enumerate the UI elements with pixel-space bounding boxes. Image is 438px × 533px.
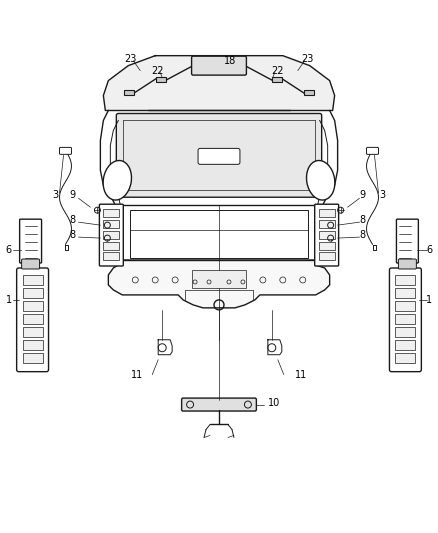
FancyBboxPatch shape — [60, 148, 71, 155]
Polygon shape — [268, 340, 282, 355]
Text: 11: 11 — [131, 370, 143, 379]
Polygon shape — [103, 55, 335, 110]
Bar — [396, 353, 415, 362]
Bar — [103, 220, 119, 228]
Text: 22: 22 — [151, 66, 163, 76]
Bar — [23, 288, 42, 298]
Bar — [23, 327, 42, 337]
FancyBboxPatch shape — [198, 148, 240, 164]
Bar — [396, 301, 415, 311]
Bar — [103, 209, 119, 217]
Text: 6: 6 — [6, 245, 12, 255]
Bar — [396, 275, 415, 285]
FancyBboxPatch shape — [130, 210, 308, 258]
Text: 1: 1 — [6, 295, 12, 305]
Text: 6: 6 — [426, 245, 432, 255]
FancyBboxPatch shape — [389, 268, 421, 372]
Polygon shape — [158, 340, 172, 355]
Bar — [103, 252, 119, 260]
Text: 8: 8 — [360, 230, 366, 240]
Bar — [396, 314, 415, 324]
Text: 3: 3 — [379, 190, 385, 200]
Bar — [396, 288, 415, 298]
FancyBboxPatch shape — [20, 219, 42, 263]
Polygon shape — [108, 260, 330, 308]
Text: 8: 8 — [69, 215, 75, 225]
FancyBboxPatch shape — [272, 77, 282, 82]
Text: 18: 18 — [224, 55, 236, 66]
FancyBboxPatch shape — [304, 90, 314, 94]
FancyBboxPatch shape — [21, 259, 39, 269]
Bar — [319, 242, 335, 250]
Ellipse shape — [307, 160, 335, 200]
Bar — [103, 231, 119, 239]
Bar — [319, 220, 335, 228]
Text: 9: 9 — [69, 190, 75, 200]
Text: 8: 8 — [69, 230, 75, 240]
Bar — [319, 231, 335, 239]
Text: 8: 8 — [360, 215, 366, 225]
Text: 23: 23 — [301, 54, 314, 63]
Text: 3: 3 — [53, 190, 59, 200]
Bar — [396, 340, 415, 350]
FancyBboxPatch shape — [396, 219, 418, 263]
Bar — [319, 209, 335, 217]
FancyBboxPatch shape — [182, 398, 256, 411]
Text: 22: 22 — [272, 66, 284, 76]
Text: 1: 1 — [426, 295, 432, 305]
FancyBboxPatch shape — [117, 114, 321, 197]
Text: 23: 23 — [124, 54, 137, 63]
Text: 11: 11 — [295, 370, 307, 379]
FancyBboxPatch shape — [17, 268, 49, 372]
FancyBboxPatch shape — [191, 56, 247, 75]
Text: 10: 10 — [268, 398, 280, 408]
FancyBboxPatch shape — [399, 259, 417, 269]
FancyBboxPatch shape — [124, 90, 134, 94]
Bar — [103, 242, 119, 250]
Bar — [396, 327, 415, 337]
FancyBboxPatch shape — [156, 77, 166, 82]
Ellipse shape — [103, 160, 131, 200]
Text: 9: 9 — [360, 190, 366, 200]
Bar — [192, 270, 246, 288]
Bar — [23, 353, 42, 362]
Bar — [23, 275, 42, 285]
FancyBboxPatch shape — [99, 204, 124, 266]
FancyBboxPatch shape — [314, 204, 339, 266]
Bar — [23, 301, 42, 311]
Bar — [23, 314, 42, 324]
Bar — [23, 340, 42, 350]
FancyBboxPatch shape — [367, 148, 378, 155]
Bar — [319, 252, 335, 260]
